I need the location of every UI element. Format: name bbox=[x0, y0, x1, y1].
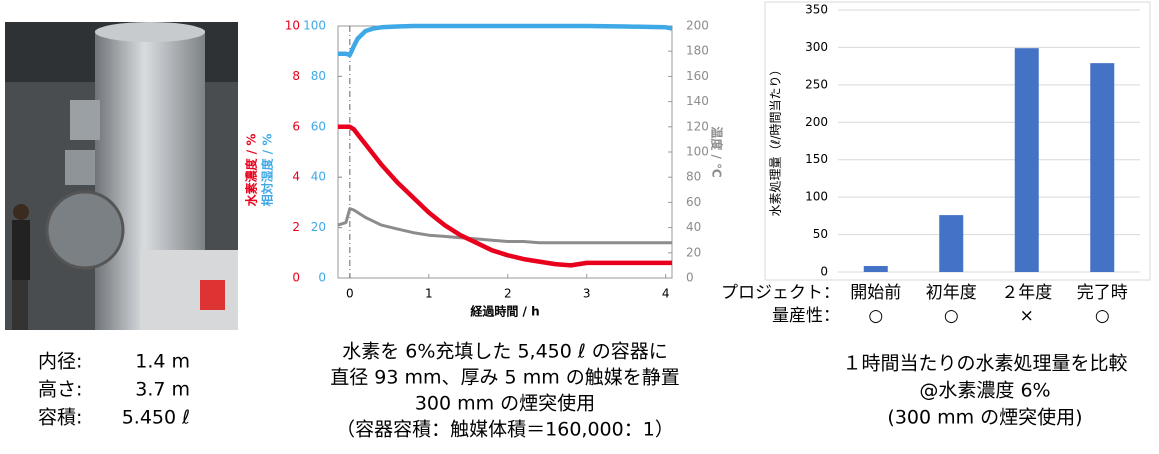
y-tick-label: 8 bbox=[292, 69, 300, 83]
line-caption: （容器容積：触媒体積＝160,000：1） bbox=[336, 419, 674, 441]
row-mark: ○ bbox=[868, 306, 883, 326]
x-tick-label: 開始前 bbox=[850, 283, 901, 303]
spec-label: 内径: bbox=[38, 351, 82, 373]
y2-axis-label: 相対湿度 / % bbox=[260, 134, 275, 207]
bar-caption: @水素濃度 6% bbox=[919, 380, 1050, 402]
bar-chart-frame bbox=[764, 1, 1151, 281]
spec-value: 1.4 m bbox=[135, 351, 190, 373]
y2-tick-label: 0 bbox=[318, 271, 326, 285]
y2-tick-label: 80 bbox=[311, 69, 326, 83]
spec-label: 高さ: bbox=[38, 379, 82, 401]
y3-tick-label: 120 bbox=[686, 119, 709, 133]
bar bbox=[863, 266, 888, 272]
y3-tick-label: 160 bbox=[686, 69, 709, 83]
series-line bbox=[337, 207, 672, 245]
y2-tick-label: 60 bbox=[311, 119, 326, 133]
x-axis-label: プロジェクト： bbox=[721, 283, 840, 303]
y-tick-label: 200 bbox=[805, 115, 828, 129]
x-tick-label: 3 bbox=[583, 287, 591, 301]
y2-tick-label: 100 bbox=[303, 19, 326, 33]
bar-chart: 0 50 100 150 200 250 300 350 水素処理量（ℓ/時間当たり） プロジェク… bbox=[721, 3, 1140, 326]
line-caption: 水素を 6%充填した 5,450 ℓ の容器に bbox=[342, 341, 668, 363]
row-mark: ○ bbox=[944, 306, 959, 326]
x-tick-label: 初年度 bbox=[926, 283, 977, 303]
x-tick-label: 完了時 bbox=[1077, 283, 1128, 303]
y3-tick-label: 100 bbox=[686, 145, 709, 159]
line-chart: 0246810020406080100020406080100120140160… bbox=[244, 19, 725, 319]
specs: 内径: 1.4 m 高さ: 3.7 m 容積: 5.450 ℓ bbox=[38, 351, 190, 429]
y-axis-label: 水素処理量（ℓ/時間当たり） bbox=[769, 63, 783, 216]
y-tick-label: 0 bbox=[292, 271, 300, 285]
y3-tick-label: 200 bbox=[686, 19, 709, 33]
x-tick-label: 4 bbox=[662, 287, 670, 301]
y-tick-label: 150 bbox=[805, 152, 828, 166]
y3-tick-label: 80 bbox=[686, 170, 701, 184]
spec-value: 5.450 ℓ bbox=[122, 407, 190, 429]
y-tick-label: 0 bbox=[820, 265, 828, 279]
bar bbox=[1014, 48, 1039, 273]
y3-axis-label: 温度 / ℃ bbox=[710, 126, 725, 177]
y3-tick-label: 180 bbox=[686, 44, 709, 58]
y-tick-label: 6 bbox=[292, 119, 300, 133]
y-axis-label: 水素濃度 / % bbox=[244, 134, 259, 207]
bar bbox=[1090, 63, 1115, 272]
line-caption: 直径 93 mm、厚み 5 mm の触媒を静置 bbox=[330, 367, 680, 389]
y2-tick-label: 40 bbox=[311, 170, 326, 184]
y-tick-label: 10 bbox=[285, 19, 300, 33]
y-tick-label: 300 bbox=[805, 40, 828, 54]
y-tick-label: 350 bbox=[805, 3, 828, 17]
y3-tick-label: 60 bbox=[686, 195, 701, 209]
y-tick-label: 50 bbox=[813, 227, 828, 241]
y3-tick-label: 40 bbox=[686, 220, 701, 234]
x-tick-label: 1 bbox=[425, 287, 433, 301]
y3-tick-label: 140 bbox=[686, 94, 709, 108]
y-tick-label: 250 bbox=[805, 77, 828, 91]
spec-label: 容積: bbox=[38, 407, 82, 429]
spec-value: 3.7 m bbox=[135, 379, 190, 401]
x-tick-label: ２年度 bbox=[1001, 283, 1052, 303]
x-tick-label: 2 bbox=[504, 287, 512, 301]
photo bbox=[5, 22, 238, 330]
y-tick-label: 4 bbox=[292, 170, 300, 184]
x-tick-label: 0 bbox=[346, 287, 354, 301]
x-axis-label: 経過時間 / h bbox=[470, 304, 539, 319]
row-label: 量産性： bbox=[772, 306, 840, 326]
series-line bbox=[338, 23, 673, 58]
bar-caption: １時間当たりの水素処理量を比較 bbox=[842, 353, 1127, 375]
row-mark: ○ bbox=[1095, 306, 1110, 326]
row-mark: × bbox=[1020, 306, 1034, 326]
bar-caption: (300 mm の煙突使用) bbox=[887, 407, 1082, 429]
series-line bbox=[338, 124, 672, 268]
line-caption: 300 mm の煙突使用 bbox=[415, 393, 595, 415]
y3-tick-label: 0 bbox=[686, 271, 694, 285]
y-tick-label: 100 bbox=[805, 190, 828, 204]
y-tick-label: 2 bbox=[292, 220, 300, 234]
bar bbox=[939, 215, 964, 272]
y2-tick-label: 20 bbox=[311, 220, 326, 234]
y3-tick-label: 20 bbox=[686, 245, 701, 259]
